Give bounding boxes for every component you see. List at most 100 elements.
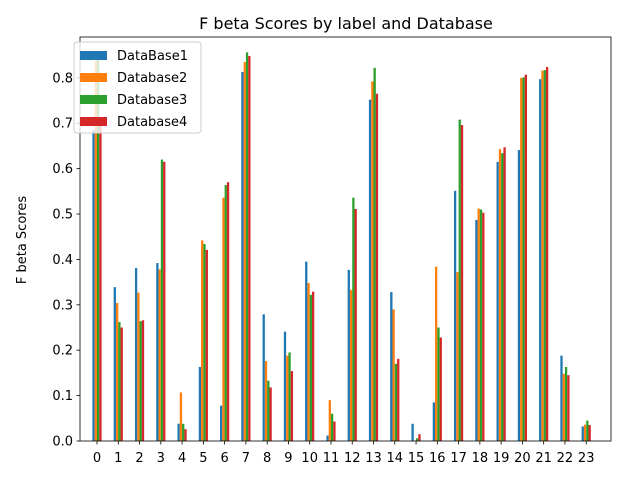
y-axis-label: F beta Scores bbox=[15, 196, 30, 284]
bar-Database2-1 bbox=[115, 303, 119, 441]
x-tick-label: 15 bbox=[408, 451, 425, 466]
x-tick-label: 8 bbox=[263, 451, 271, 466]
bar-Database4-3 bbox=[163, 161, 166, 441]
bar-Database3-18 bbox=[479, 209, 483, 441]
bar-Database3-17 bbox=[458, 119, 461, 442]
bar-DataBase1-11 bbox=[326, 435, 329, 441]
bar-Database3-5 bbox=[203, 243, 206, 441]
bar-Database2-18 bbox=[477, 208, 480, 441]
y-tick-label: 0.0 bbox=[52, 435, 73, 450]
bar-DataBase1-12 bbox=[347, 269, 350, 441]
x-tick-label: 20 bbox=[514, 451, 531, 466]
legend-box bbox=[73, 41, 202, 134]
bar-Database3-0 bbox=[97, 57, 100, 442]
bar-Database3-7 bbox=[245, 52, 249, 442]
bar-Database2-19 bbox=[498, 149, 502, 441]
bar-DataBase1-2 bbox=[134, 268, 138, 441]
x-tick-label: 18 bbox=[472, 451, 489, 466]
bar-DataBase1-10 bbox=[305, 261, 308, 441]
bar-Database3-13 bbox=[373, 67, 376, 442]
bar-Database3-20 bbox=[522, 77, 525, 442]
bar-Database2-8 bbox=[264, 361, 268, 441]
legend-label: Database4 bbox=[117, 115, 187, 130]
x-tick-label: 19 bbox=[493, 451, 510, 466]
bar-Database2-2 bbox=[137, 292, 140, 441]
bar-Database3-11 bbox=[330, 413, 334, 441]
x-tick-label: 14 bbox=[387, 451, 404, 466]
bar-Database4-15 bbox=[418, 434, 421, 441]
bar-DataBase1-20 bbox=[517, 150, 521, 441]
legend-swatch bbox=[80, 117, 107, 126]
legend-swatch bbox=[80, 51, 107, 60]
y-tick-label: 0.1 bbox=[52, 389, 73, 404]
bar-Database4-20 bbox=[524, 74, 527, 442]
bar-Database4-23 bbox=[588, 425, 591, 441]
plot-area bbox=[92, 52, 591, 442]
x-tick-label: 12 bbox=[344, 451, 361, 466]
x-tick-label: 7 bbox=[242, 451, 250, 466]
bar-DataBase1-17 bbox=[453, 190, 457, 441]
bar-Database4-18 bbox=[482, 212, 485, 441]
x-tick-label: 13 bbox=[365, 451, 382, 466]
bar-Database2-3 bbox=[158, 269, 161, 441]
y-tick-label: 0.4 bbox=[52, 253, 73, 268]
bar-Database3-10 bbox=[309, 294, 312, 441]
bar-DataBase1-13 bbox=[368, 99, 372, 441]
bar-Database4-10 bbox=[312, 291, 315, 441]
bar-Database3-6 bbox=[224, 184, 227, 442]
y-tick-label: 0.7 bbox=[52, 117, 73, 132]
bar-Database4-19 bbox=[503, 147, 506, 441]
bar-Database2-23 bbox=[583, 424, 587, 441]
x-tick-label: 6 bbox=[220, 451, 228, 466]
bar-Database4-0 bbox=[99, 125, 102, 441]
bar-Database2-20 bbox=[520, 77, 523, 441]
bar-DataBase1-15 bbox=[411, 423, 414, 441]
bar-Database2-14 bbox=[392, 309, 395, 441]
bar-Database3-9 bbox=[288, 352, 291, 441]
x-tick-label: 10 bbox=[301, 451, 318, 466]
y-tick-label: 0.8 bbox=[52, 71, 73, 86]
bar-Database2-22 bbox=[562, 373, 565, 441]
bar-Database3-22 bbox=[564, 367, 568, 441]
bar-DataBase1-1 bbox=[113, 287, 116, 441]
bar-Database4-1 bbox=[120, 327, 123, 441]
bar-DataBase1-7 bbox=[241, 71, 244, 441]
bar-Database4-7 bbox=[248, 56, 251, 441]
bar-Database4-8 bbox=[269, 387, 272, 441]
bar-DataBase1-14 bbox=[390, 292, 393, 441]
bar-Database3-4 bbox=[182, 423, 185, 441]
y-tick-label: 0.2 bbox=[52, 344, 73, 359]
bar-Database3-8 bbox=[267, 380, 270, 441]
bar-Database2-9 bbox=[286, 355, 289, 441]
plot-frame bbox=[79, 36, 612, 442]
axes: 0.00.10.20.30.40.50.60.70.80 1 2 3 4 5 6 7 8 9 10 1… bbox=[52, 36, 612, 466]
legend-swatch bbox=[80, 95, 107, 104]
bar-Database2-0 bbox=[94, 61, 97, 442]
x-tick-label: 11 bbox=[323, 451, 340, 466]
x-tick-label: 21 bbox=[535, 451, 552, 466]
x-tick-label: 4 bbox=[178, 451, 186, 466]
bar-DataBase1-23 bbox=[581, 426, 584, 441]
bar-DataBase1-6 bbox=[220, 405, 223, 441]
bar-Database3-1 bbox=[118, 322, 121, 441]
bar-Database4-4 bbox=[184, 429, 187, 441]
legend-label: Database3 bbox=[117, 93, 187, 108]
bar-Database4-11 bbox=[333, 421, 336, 441]
x-tick-label: 17 bbox=[450, 451, 467, 466]
bar-Database3-23 bbox=[586, 420, 589, 441]
y-tick-label: 0.3 bbox=[52, 298, 73, 313]
bar-DataBase1-4 bbox=[177, 423, 180, 441]
bar-Database4-22 bbox=[567, 375, 570, 441]
bar-Database4-13 bbox=[375, 93, 379, 442]
bar-Database2-12 bbox=[349, 289, 353, 441]
bar-DataBase1-16 bbox=[432, 402, 436, 441]
x-tick-label: 0 bbox=[93, 451, 101, 466]
bar-Database4-21 bbox=[545, 66, 549, 442]
bar-Database2-13 bbox=[371, 81, 374, 442]
bar-Database2-5 bbox=[201, 240, 204, 441]
bar-Database3-21 bbox=[543, 70, 546, 441]
x-tick-label: 5 bbox=[199, 451, 207, 466]
bar-Database2-17 bbox=[456, 272, 459, 441]
bar-DataBase1-8 bbox=[262, 314, 265, 441]
